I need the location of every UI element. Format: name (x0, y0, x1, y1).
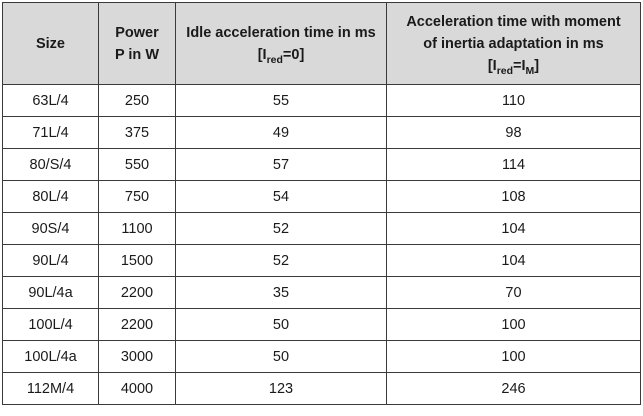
cell-idle-time: 55 (175, 84, 387, 117)
table-row: 90S/4 1100 52 104 (2, 212, 641, 245)
cell-size: 80/S/4 (2, 148, 99, 181)
cell-idle-time: 50 (175, 340, 387, 373)
table-row: 63L/4 250 55 110 (2, 84, 641, 117)
cell-adapted-time: 104 (386, 212, 641, 245)
cell-idle-time: 52 (175, 212, 387, 245)
table-row: 112M/4 4000 123 246 (2, 372, 641, 405)
cell-idle-time: 54 (175, 180, 387, 213)
header-size-label: Size (35, 35, 65, 52)
cell-power: 2200 (98, 276, 176, 309)
cell-size: 90L/4 (2, 244, 99, 277)
header-idle-formula-close: =0] (282, 46, 305, 63)
header-size: Size (2, 2, 99, 85)
cell-idle-time: 49 (175, 116, 387, 149)
table-row: 100L/4 2200 50 100 (2, 308, 641, 341)
table-header-row: Size Power P in W Idle acceleration time… (2, 2, 641, 85)
header-adapted-acceleration: Acceleration time with moment of inertia… (386, 2, 641, 85)
cell-power: 2200 (98, 308, 176, 341)
header-power-line2: P in W (114, 46, 160, 63)
acceleration-time-table: Size Power P in W Idle acceleration time… (2, 2, 641, 405)
table-row: 80L/4 750 54 108 (2, 180, 641, 213)
cell-size: 63L/4 (2, 84, 99, 117)
cell-size: 90S/4 (2, 212, 99, 245)
cell-adapted-time: 104 (386, 244, 641, 277)
cell-power: 750 (98, 180, 176, 213)
header-adapted-line2: of inertia adaptation in ms (423, 35, 604, 52)
cell-size: 80L/4 (2, 180, 99, 213)
cell-adapted-time: 114 (386, 148, 641, 181)
cell-power: 250 (98, 84, 176, 117)
header-adapted-formula-close: ] (534, 57, 540, 74)
cell-adapted-time: 110 (386, 84, 641, 117)
header-idle-formula: [Ired=0] (176, 44, 386, 66)
cell-adapted-time: 70 (386, 276, 641, 309)
cell-size: 112M/4 (2, 372, 99, 405)
header-adapted-formula-eq: =I (513, 57, 526, 74)
header-adapted-line1: Acceleration time with moment (406, 13, 621, 30)
cell-adapted-time: 98 (386, 116, 641, 149)
header-idle-line1: Idle acceleration time in ms (186, 24, 376, 41)
cell-adapted-time: 108 (386, 180, 641, 213)
header-power: Power P in W (98, 2, 176, 85)
cell-power: 4000 (98, 372, 176, 405)
header-adapted-formula-sub1: red (496, 64, 514, 77)
cell-power: 1500 (98, 244, 176, 277)
table-row: 90L/4 1500 52 104 (2, 244, 641, 277)
cell-size: 100L/4a (2, 340, 99, 373)
header-power-line1: Power (115, 24, 159, 41)
cell-adapted-time: 246 (386, 372, 641, 405)
table-row: 90L/4a 2200 35 70 (2, 276, 641, 309)
cell-idle-time: 57 (175, 148, 387, 181)
header-idle-formula-open: [I (257, 46, 267, 63)
header-idle-acceleration: Idle acceleration time in ms [Ired=0] (175, 2, 387, 85)
header-adapted-formula-sub2: M (525, 64, 535, 77)
table-row: 71L/4 375 49 98 (2, 116, 641, 149)
table-row: 80/S/4 550 57 114 (2, 148, 641, 181)
header-adapted-formula-open: [I (487, 57, 497, 74)
cell-adapted-time: 100 (386, 308, 641, 341)
cell-power: 550 (98, 148, 176, 181)
cell-idle-time: 35 (175, 276, 387, 309)
cell-size: 71L/4 (2, 116, 99, 149)
header-adapted-formula: [Ired=IM] (387, 55, 640, 77)
cell-power: 3000 (98, 340, 176, 373)
cell-power: 1100 (98, 212, 176, 245)
cell-idle-time: 123 (175, 372, 387, 405)
cell-power: 375 (98, 116, 176, 149)
cell-idle-time: 52 (175, 244, 387, 277)
table-row: 100L/4a 3000 50 100 (2, 340, 641, 373)
cell-size: 100L/4 (2, 308, 99, 341)
cell-size: 90L/4a (2, 276, 99, 309)
header-idle-formula-sub: red (266, 53, 283, 66)
cell-idle-time: 50 (175, 308, 387, 341)
cell-adapted-time: 100 (386, 340, 641, 373)
